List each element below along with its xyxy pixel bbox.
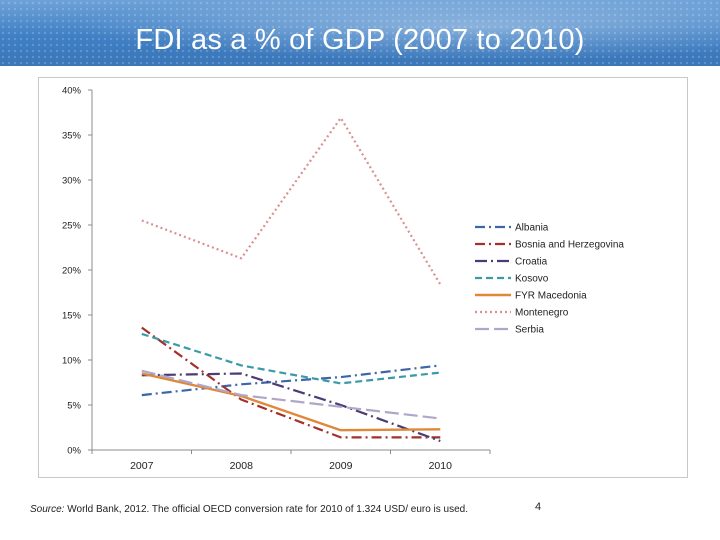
legend-label: Bosnia and Herzegovina — [515, 240, 624, 251]
legend-label: Kosovo — [515, 274, 549, 285]
legend-label: FYR Macedonia — [515, 291, 587, 302]
y-tick-label: 40% — [62, 86, 82, 97]
x-tick-label: 2007 — [130, 460, 154, 472]
series-line-fyr-macedonia — [141, 372, 441, 432]
series-line-serbia — [141, 369, 441, 420]
series-line-bosnia-and-herzegovina — [141, 326, 441, 439]
y-tick-label: 5% — [67, 401, 81, 412]
y-tick-label: 15% — [62, 311, 82, 322]
legend-label: Montenegro — [515, 308, 569, 319]
y-tick-label: 30% — [62, 176, 82, 187]
source-note: Source: World Bank, 2012. The official O… — [30, 504, 468, 515]
legend-label: Serbia — [515, 325, 544, 336]
chart-frame — [38, 77, 688, 478]
x-tick-label: 2009 — [329, 460, 353, 472]
x-tick-label: 2008 — [230, 460, 254, 472]
legend-label: Croatia — [515, 257, 548, 268]
x-tick-label: 2010 — [429, 460, 453, 472]
banner-pattern — [0, 0, 720, 66]
y-tick-label: 20% — [62, 266, 82, 277]
y-tick-label: 10% — [62, 356, 82, 367]
series-line-albania — [141, 364, 441, 397]
y-tick-label: 35% — [62, 131, 82, 142]
series-line-croatia — [141, 372, 441, 443]
banner-glow — [0, 0, 720, 66]
title-banner: FDI as a % of GDP (2007 to 2010) — [0, 0, 720, 66]
source-label: Source: — [30, 504, 65, 515]
source-text: World Bank, 2012. The official OECD conv… — [67, 504, 469, 515]
slide-title: FDI as a % of GDP (2007 to 2010) — [135, 24, 585, 56]
series-line-montenegro — [141, 116, 442, 285]
page-number: 4 — [535, 501, 542, 513]
y-tick-label: 25% — [62, 221, 82, 232]
series-line-kosovo — [141, 332, 441, 385]
legend-label: Albania — [515, 223, 549, 234]
y-tick-label: 0% — [67, 446, 81, 457]
